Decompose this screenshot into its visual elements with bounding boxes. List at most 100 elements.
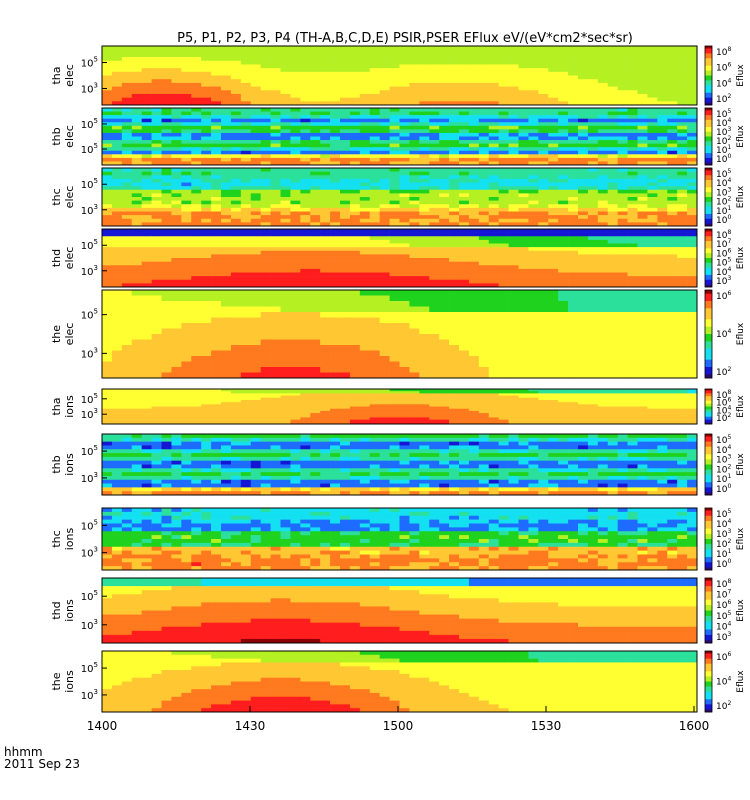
- heatmap-cell: [310, 295, 321, 302]
- heatmap-cell: [121, 276, 133, 281]
- heatmap-cell: [310, 323, 321, 329]
- colorbar-segment: [705, 272, 712, 276]
- heatmap-cell: [131, 222, 142, 227]
- heatmap-cell: [488, 306, 499, 313]
- heatmap-cell: [131, 204, 142, 209]
- heatmap-cell: [637, 283, 648, 288]
- heatmap-cell: [617, 57, 628, 62]
- heatmap-cell: [201, 129, 212, 134]
- heatmap-cell: [508, 115, 519, 119]
- heatmap-cell: [498, 171, 509, 176]
- heatmap-cell: [211, 101, 222, 106]
- heatmap-cell: [230, 111, 242, 116]
- heatmap-cell: [131, 175, 142, 180]
- heatmap-cell: [518, 147, 529, 152]
- heatmap-cell: [349, 46, 361, 50]
- heatmap-cell: [488, 356, 499, 362]
- heatmap-cell: [667, 218, 678, 223]
- heatmap-cell: [468, 317, 480, 324]
- heatmap-cell: [111, 222, 123, 227]
- heatmap-cell: [171, 295, 182, 302]
- heatmap-cell: [657, 312, 668, 318]
- heatmap-cell: [270, 254, 281, 259]
- heatmap-cell: [538, 306, 549, 313]
- heatmap-cell: [102, 290, 113, 296]
- heatmap-cell: [548, 367, 559, 373]
- heatmap-cell: [111, 71, 123, 76]
- heatmap-cell: [131, 295, 142, 302]
- heatmap-cell: [121, 136, 133, 141]
- heatmap-cell: [429, 90, 440, 95]
- heatmap-cell: [300, 147, 311, 152]
- heatmap-cell: [111, 189, 123, 194]
- heatmap-cell: [191, 207, 202, 212]
- heatmap-cell: [548, 356, 559, 362]
- heatmap-cell: [459, 356, 470, 362]
- heatmap-cell: [687, 108, 698, 112]
- heatmap-cell: [131, 108, 142, 112]
- heatmap-cell: [607, 312, 618, 318]
- heatmap-cell: [250, 283, 261, 288]
- heatmap-cell: [102, 49, 113, 54]
- heatmap-cell: [260, 157, 271, 162]
- heatmap-cell: [578, 261, 589, 266]
- heatmap-cell: [528, 118, 539, 123]
- heatmap-cell: [607, 301, 618, 307]
- heatmap-cell: [627, 239, 638, 244]
- heatmap-cell: [538, 236, 549, 241]
- heatmap-cell: [637, 367, 648, 373]
- heatmap-cell: [449, 236, 460, 241]
- heatmap-cell: [568, 290, 579, 296]
- heatmap-cell: [468, 232, 480, 237]
- heatmap-cell: [260, 136, 271, 141]
- heatmap-cell: [657, 197, 668, 201]
- heatmap-cell: [211, 254, 222, 259]
- heatmap-cell: [459, 136, 470, 141]
- heatmap-cell: [141, 317, 152, 324]
- heatmap-cell: [587, 129, 599, 134]
- heatmap-cell: [230, 93, 242, 98]
- heatmap-cell: [508, 197, 519, 201]
- heatmap-cell: [349, 101, 361, 106]
- heatmap-cell: [478, 125, 490, 130]
- heatmap-cell: [647, 265, 658, 270]
- heatmap-cell: [578, 136, 589, 141]
- heatmap-cell: [667, 175, 678, 180]
- heatmap-cell: [558, 186, 569, 191]
- heatmap-cell: [330, 178, 341, 183]
- heatmap-cell: [468, 136, 480, 141]
- colorbar-segment: [705, 110, 712, 114]
- heatmap-cell: [617, 150, 628, 155]
- heatmap-cell: [121, 306, 133, 313]
- heatmap-cell: [230, 115, 242, 119]
- heatmap-cell: [330, 154, 341, 159]
- heatmap-cell: [171, 171, 182, 176]
- heatmap-cell: [627, 161, 638, 166]
- heatmap-cell: [439, 175, 450, 180]
- heatmap-cell: [439, 295, 450, 302]
- heatmap-cell: [508, 161, 519, 166]
- heatmap-cell: [439, 101, 450, 106]
- heatmap-cell: [270, 268, 281, 273]
- heatmap-cell: [409, 272, 420, 277]
- heatmap-cell: [230, 82, 242, 87]
- heatmap-cell: [518, 75, 529, 80]
- heatmap-cell: [627, 222, 638, 227]
- heatmap-cell: [429, 60, 440, 65]
- heatmap-cell: [478, 265, 490, 270]
- heatmap-cell: [419, 250, 430, 255]
- heatmap-cell: [270, 222, 281, 227]
- heatmap-cell: [389, 97, 400, 102]
- heatmap-cell: [468, 168, 480, 172]
- heatmap-cell: [240, 178, 252, 183]
- heatmap-cell: [211, 301, 222, 307]
- heatmap-cell: [230, 243, 242, 248]
- heatmap-cell: [498, 372, 509, 379]
- heatmap-cell: [221, 261, 232, 266]
- heatmap-cell: [102, 229, 113, 233]
- colorbar-frame: [704, 228, 713, 288]
- heatmap-cell: [528, 182, 539, 187]
- heatmap-cell: [597, 132, 609, 137]
- heatmap-cell: [578, 312, 589, 318]
- heatmap-cell: [300, 168, 311, 172]
